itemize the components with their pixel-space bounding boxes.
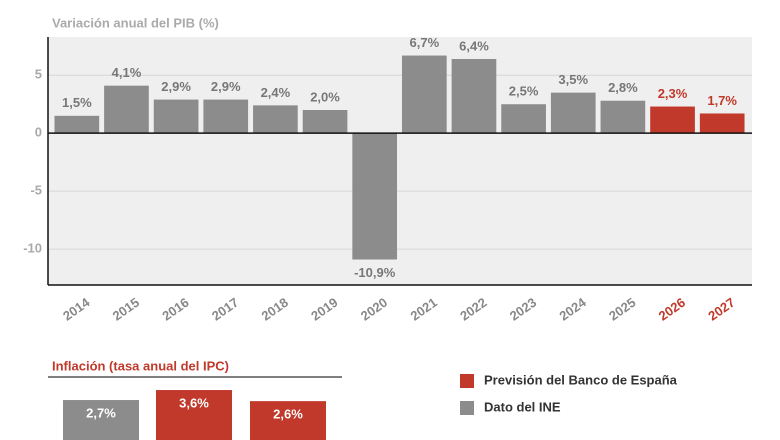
value-label: 2,9%	[161, 79, 191, 94]
value-label: 2,4%	[261, 85, 291, 100]
legend-swatch	[460, 401, 474, 415]
value-label: 2,0%	[310, 89, 340, 104]
x-tick-label: 2017	[209, 295, 241, 324]
value-label: 4,1%	[112, 65, 142, 80]
value-label: 1,7%	[707, 93, 737, 108]
legend-swatch	[460, 374, 474, 388]
y-tick-label: 0	[35, 125, 42, 140]
value-label: 2,5%	[509, 84, 539, 99]
bar	[54, 115, 100, 134]
value-label: 3,5%	[558, 72, 588, 87]
bar	[104, 85, 149, 134]
chart-title: Inflación (tasa anual del IPC)	[52, 358, 229, 373]
x-tick-label: 2027	[705, 295, 737, 324]
bar	[650, 106, 695, 134]
x-tick-label: 2026	[656, 295, 688, 324]
x-tick-label: 2018	[259, 295, 291, 324]
x-tick-label: 2022	[457, 295, 489, 324]
y-tick-label: 5	[35, 67, 42, 82]
plot-area	[48, 37, 752, 285]
chart-title: Variación anual del PIB (%)	[52, 15, 219, 30]
bar	[63, 400, 139, 440]
value-label: 2,6%	[273, 407, 303, 422]
x-tick-label: 2015	[110, 295, 142, 324]
bar	[203, 99, 249, 134]
y-tick-label: -5	[30, 183, 42, 198]
bar	[253, 105, 298, 134]
value-label: 2,9%	[211, 79, 241, 94]
bar	[501, 104, 546, 134]
bar	[352, 133, 398, 260]
bar	[699, 113, 745, 134]
x-tick-label: 2024	[556, 294, 589, 323]
x-tick-label: 2021	[408, 295, 440, 324]
value-label: 6,4%	[459, 38, 489, 53]
bar	[302, 110, 348, 134]
legend-label: Dato del INE	[484, 399, 561, 414]
value-label: 6,7%	[410, 35, 440, 50]
value-label: 2,7%	[86, 405, 116, 420]
x-tick-label: 2020	[358, 295, 390, 324]
y-tick-label: -10	[23, 241, 42, 256]
bar	[451, 59, 497, 134]
value-label: -10,9%	[354, 265, 396, 280]
legend-label: Previsión del Banco de España	[484, 372, 678, 387]
x-tick-label: 2025	[606, 295, 638, 324]
x-tick-label: 2014	[60, 294, 93, 323]
bar	[401, 55, 447, 134]
value-label: 1,5%	[62, 95, 92, 110]
value-label: 2,8%	[608, 80, 638, 95]
x-tick-label: 2019	[308, 295, 340, 324]
bar	[153, 99, 199, 134]
x-tick-label: 2016	[159, 295, 191, 324]
bar	[550, 92, 596, 134]
bar	[600, 100, 646, 134]
value-label: 3,6%	[179, 395, 209, 410]
value-label: 2,3%	[658, 86, 688, 101]
bar	[250, 401, 326, 440]
x-tick-label: 2023	[507, 295, 539, 324]
bar	[156, 390, 232, 440]
